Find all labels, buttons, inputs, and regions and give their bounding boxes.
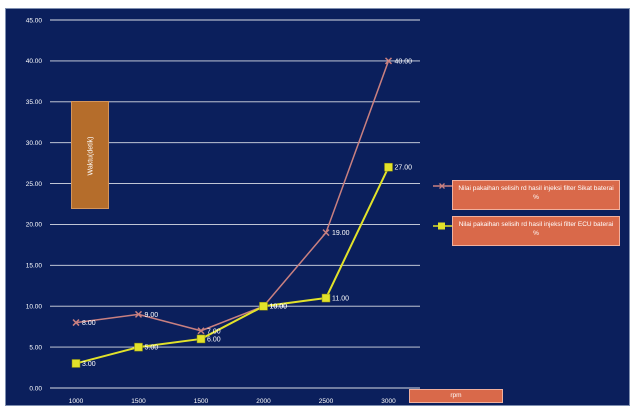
x-tick-label: 2500 bbox=[319, 398, 334, 405]
series-line-1 bbox=[75, 60, 390, 332]
y-tick-label: 30.00 bbox=[26, 140, 43, 147]
y-tick-label: 25.00 bbox=[26, 181, 43, 188]
data-label-series-2: 11.00 bbox=[332, 296, 349, 303]
x-tick-label: 1000 bbox=[69, 398, 84, 405]
x-tick-label: 3000 bbox=[381, 398, 396, 405]
y-tick-label: 20.00 bbox=[26, 222, 43, 229]
legend-entry-series-2: Nilai pakaihan selisih rd hasil injeksi … bbox=[452, 216, 620, 246]
series-markers bbox=[71, 57, 393, 368]
series-lines bbox=[75, 60, 390, 365]
data-label-series-2: 10.00 bbox=[270, 304, 288, 311]
x-tick-label: 1500 bbox=[131, 398, 146, 405]
series-line-2 bbox=[75, 166, 390, 365]
data-label-series-1: 19.00 bbox=[332, 230, 350, 237]
data-label-series-1: 8.00 bbox=[82, 320, 96, 327]
data-point-series-1 bbox=[322, 229, 330, 237]
data-point-series-1 bbox=[134, 310, 143, 318]
data-point-series-2 bbox=[259, 301, 268, 311]
data-point-series-2 bbox=[196, 334, 206, 344]
x-tick-label: 1500 bbox=[194, 398, 209, 405]
data-label-series-1: 9.00 bbox=[145, 312, 159, 319]
x-axis-ticks: 1000 1500 1500 2000 2500 3000 bbox=[69, 398, 396, 405]
data-labels: 8.00 9.00 7.00 10.00 19.00 40.00 3.00 5.00 6.00 1… bbox=[82, 58, 412, 368]
data-point-series-2 bbox=[71, 359, 81, 368]
marker-stroke bbox=[322, 229, 330, 237]
marker-stroke bbox=[134, 310, 143, 318]
y-tick-label: 15.00 bbox=[26, 263, 43, 270]
data-point-series-2 bbox=[134, 342, 143, 352]
legend-label-series-1: Nilai pakaihan selisih rd hasil injeksi … bbox=[458, 185, 614, 201]
x-axis-title: rpm bbox=[409, 389, 503, 403]
data-point-series-1 bbox=[72, 319, 80, 327]
data-label-series-1: 10.00 bbox=[270, 304, 288, 311]
x-tick-label: 2000 bbox=[256, 398, 271, 405]
legend-entry-series-1: Nilai pakaihan selisih rd hasil injeksi … bbox=[452, 180, 620, 210]
data-point-series-1 bbox=[384, 57, 393, 65]
y-tick-label: 0.00 bbox=[29, 385, 42, 392]
data-label-series-2: 27.00 bbox=[395, 165, 413, 172]
data-label-series-1: 40.00 bbox=[395, 58, 413, 65]
y-tick-label: 35.00 bbox=[26, 99, 43, 106]
data-label-series-1: 7.00 bbox=[207, 328, 221, 335]
y-axis-ticks: 0.00 5.00 10.00 15.00 20.00 25.00 30.00 35.00 40… bbox=[26, 17, 43, 392]
data-point-series-2 bbox=[321, 293, 331, 303]
legend-label-series-2: Nilai pakaihan selisih rd hasil injeksi … bbox=[458, 221, 614, 237]
marker-stroke bbox=[384, 57, 393, 65]
y-axis-title-box: Waktu(detik) bbox=[71, 101, 109, 209]
y-tick-label: 40.00 bbox=[26, 58, 43, 65]
data-point-series-1 bbox=[197, 327, 205, 335]
y-axis-title: Waktu(detik) bbox=[87, 136, 95, 176]
y-tick-label: 45.00 bbox=[26, 17, 43, 24]
marker-stroke bbox=[197, 327, 205, 335]
data-label-series-2: 5.00 bbox=[145, 345, 159, 352]
y-tick-label: 5.00 bbox=[29, 344, 42, 351]
data-label-series-2: 6.00 bbox=[207, 336, 221, 343]
data-label-series-2: 3.00 bbox=[82, 361, 96, 368]
marker-stroke bbox=[72, 319, 80, 327]
data-point-series-2 bbox=[384, 162, 393, 172]
y-tick-label: 10.00 bbox=[26, 304, 43, 311]
